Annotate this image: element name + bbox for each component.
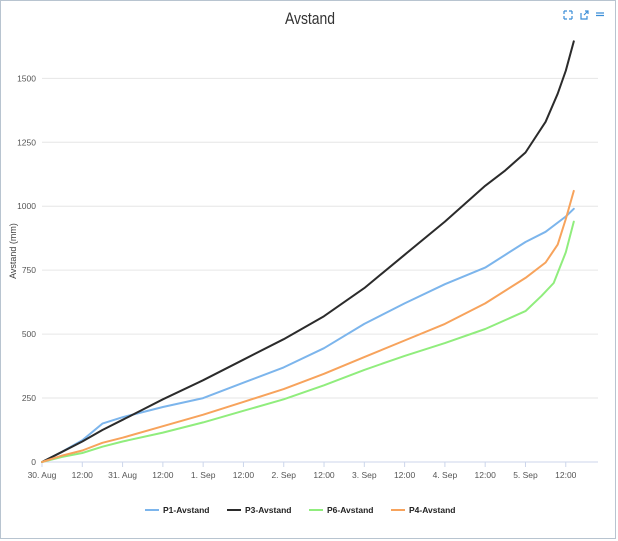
x-tick-label: 5. Sep xyxy=(513,470,538,480)
legend-label: P1-Avstand xyxy=(163,505,209,515)
y-tick-label: 250 xyxy=(22,393,36,403)
x-tick-label: 12:00 xyxy=(72,470,94,480)
x-tick-label: 12:00 xyxy=(233,470,255,480)
expand-icon[interactable] xyxy=(563,9,573,21)
x-tick-label: 4. Sep xyxy=(433,470,458,480)
series-line-p6[interactable] xyxy=(41,220,575,463)
export-icon[interactable] xyxy=(579,9,589,21)
y-tick-label: 500 xyxy=(22,329,36,339)
legend: P1-Avstand P3-Avstand P6-Avstand P4-Avstand xyxy=(145,505,455,515)
y-tick-label: 1500 xyxy=(17,73,36,83)
y-tick-label: 750 xyxy=(22,265,36,275)
chart-title: Avstand xyxy=(284,9,336,28)
x-tick-label: 12:00 xyxy=(394,470,416,480)
x-tick-label: 3. Sep xyxy=(352,470,377,480)
chart-toolbar xyxy=(563,9,605,21)
y-tick-label: 1250 xyxy=(17,137,36,147)
legend-label: P6-Avstand xyxy=(327,505,373,515)
x-tick-label: 12:00 xyxy=(313,470,335,480)
x-axis-ticks: 30. Aug 12:00 31. Aug 12:00 1. Sep 12:00 2. Se… xyxy=(28,462,577,480)
series-line-p3[interactable] xyxy=(41,40,575,463)
legend-item-p3[interactable]: P3-Avstand xyxy=(227,505,291,515)
y-tick-label: 0 xyxy=(31,457,36,467)
x-tick-label: 1. Sep xyxy=(191,470,216,480)
legend-item-p6[interactable]: P6-Avstand xyxy=(309,505,373,515)
legend-item-p1[interactable]: P1-Avstand xyxy=(145,505,209,515)
x-tick-label: 12:00 xyxy=(555,470,577,480)
y-tick-label: 1000 xyxy=(17,201,36,211)
x-tick-label: 12:00 xyxy=(475,470,497,480)
x-tick-label: 30. Aug xyxy=(28,470,57,480)
menu-icon[interactable] xyxy=(595,9,605,21)
series-line-p1[interactable] xyxy=(41,207,575,463)
grid-lines xyxy=(42,77,598,399)
x-tick-label: 31. Aug xyxy=(108,470,137,480)
legend-label: P4-Avstand xyxy=(409,505,455,515)
legend-item-p4[interactable]: P4-Avstand xyxy=(391,505,455,515)
legend-label: P3-Avstand xyxy=(245,505,291,515)
y-axis-ticks: 0 250 500 750 1000 1250 1500 xyxy=(17,73,36,467)
series-group xyxy=(41,40,575,463)
y-axis-label: Avstand (mm) xyxy=(8,223,18,279)
x-tick-label: 12:00 xyxy=(152,470,174,480)
series-line-p4[interactable] xyxy=(41,189,575,463)
x-tick-label: 2. Sep xyxy=(271,470,296,480)
